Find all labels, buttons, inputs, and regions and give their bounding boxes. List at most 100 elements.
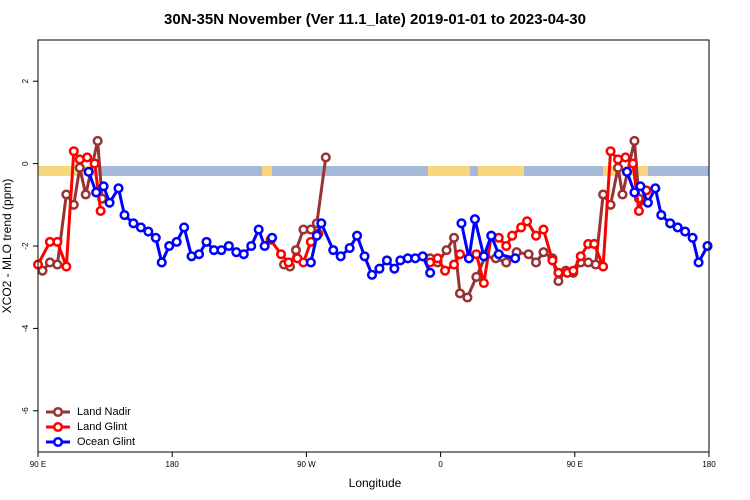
data-point bbox=[441, 245, 452, 256]
chart-title: 30N-35N November (Ver 11.1_late) 2019-01… bbox=[164, 11, 586, 28]
data-point bbox=[276, 249, 287, 260]
plot-frame bbox=[37, 39, 710, 453]
data-point bbox=[143, 226, 154, 237]
data-point bbox=[501, 257, 512, 268]
data-point bbox=[253, 224, 264, 235]
data-point bbox=[216, 245, 227, 256]
data-point bbox=[656, 210, 667, 221]
data-point bbox=[89, 158, 100, 169]
data-point bbox=[589, 238, 600, 249]
data-point bbox=[128, 218, 139, 229]
x-tick-label: 90 E bbox=[567, 460, 583, 469]
data-point bbox=[538, 224, 549, 235]
data-point bbox=[629, 135, 640, 146]
legend-marker bbox=[52, 436, 64, 448]
data-point bbox=[440, 265, 451, 276]
data-point bbox=[633, 205, 644, 217]
data-point bbox=[456, 218, 467, 229]
data-point bbox=[553, 275, 564, 287]
data-point bbox=[448, 232, 460, 243]
data-point bbox=[522, 216, 533, 227]
y-tick-label: -2 bbox=[21, 242, 30, 250]
data-point bbox=[389, 263, 400, 274]
x-tick-label: 90 W bbox=[297, 460, 316, 469]
data-point bbox=[665, 218, 676, 229]
data-point bbox=[344, 243, 355, 254]
x-tick-label: 0 bbox=[438, 460, 443, 469]
y-axis-label: XCO2 - MLO trend (ppm) bbox=[0, 179, 14, 314]
x-tick-label: 180 bbox=[702, 460, 716, 469]
legend-label: Ocean Glint bbox=[77, 436, 135, 448]
data-point bbox=[267, 232, 278, 243]
data-point bbox=[171, 236, 182, 247]
y-tick-label: -4 bbox=[21, 324, 30, 332]
data-point bbox=[605, 146, 616, 157]
data-point bbox=[454, 249, 466, 260]
data-point bbox=[74, 162, 85, 173]
data-point bbox=[417, 251, 428, 262]
data-point bbox=[687, 232, 698, 243]
data-point bbox=[530, 257, 542, 268]
data-point bbox=[359, 251, 370, 262]
data-point bbox=[179, 222, 190, 233]
data-point bbox=[91, 187, 102, 198]
data-point bbox=[156, 257, 167, 268]
data-point bbox=[223, 240, 234, 252]
data-point bbox=[547, 255, 558, 266]
data-point bbox=[82, 152, 93, 163]
data-point bbox=[702, 240, 713, 252]
land-band bbox=[262, 166, 272, 176]
land-band bbox=[38, 166, 98, 176]
data-point bbox=[478, 251, 489, 262]
data-point bbox=[575, 251, 586, 262]
data-point bbox=[553, 267, 564, 278]
data-point bbox=[92, 135, 103, 146]
data-point bbox=[320, 152, 331, 163]
legend-label: Land Glint bbox=[77, 421, 127, 433]
data-point bbox=[478, 278, 489, 289]
data-point bbox=[328, 245, 339, 256]
data-point bbox=[617, 189, 628, 200]
data-point bbox=[510, 253, 521, 264]
data-point bbox=[104, 197, 115, 208]
data-point bbox=[501, 240, 512, 252]
y-tick-label: 2 bbox=[21, 78, 30, 83]
data-point bbox=[598, 261, 609, 272]
data-point bbox=[381, 255, 392, 266]
data-point bbox=[627, 158, 639, 169]
data-point bbox=[61, 189, 72, 200]
data-point bbox=[150, 232, 161, 243]
data-point bbox=[598, 189, 609, 200]
land-band bbox=[478, 166, 524, 176]
data-point bbox=[454, 288, 466, 299]
data-point bbox=[471, 271, 482, 282]
data-point bbox=[507, 230, 518, 241]
data-point bbox=[311, 230, 322, 241]
data-point bbox=[432, 253, 443, 264]
data-point bbox=[164, 240, 175, 252]
data-point bbox=[516, 222, 527, 233]
data-point bbox=[629, 187, 640, 198]
data-point bbox=[672, 222, 683, 233]
data-point bbox=[113, 183, 124, 194]
legend-label: Land Nadir bbox=[77, 406, 131, 418]
data-point bbox=[259, 240, 270, 252]
data-point bbox=[621, 166, 633, 177]
data-point bbox=[612, 162, 624, 173]
land-band bbox=[428, 166, 470, 176]
data-point bbox=[52, 259, 63, 270]
data-point bbox=[462, 292, 473, 303]
data-point bbox=[374, 263, 385, 274]
data-point bbox=[80, 189, 91, 200]
data-point bbox=[316, 218, 327, 229]
data-point bbox=[530, 230, 542, 241]
data-point bbox=[469, 214, 480, 225]
data-point bbox=[335, 251, 346, 262]
data-point bbox=[568, 265, 579, 276]
data-point bbox=[201, 236, 212, 247]
x-tick-label: 90 E bbox=[30, 460, 46, 469]
data-point bbox=[635, 181, 646, 192]
